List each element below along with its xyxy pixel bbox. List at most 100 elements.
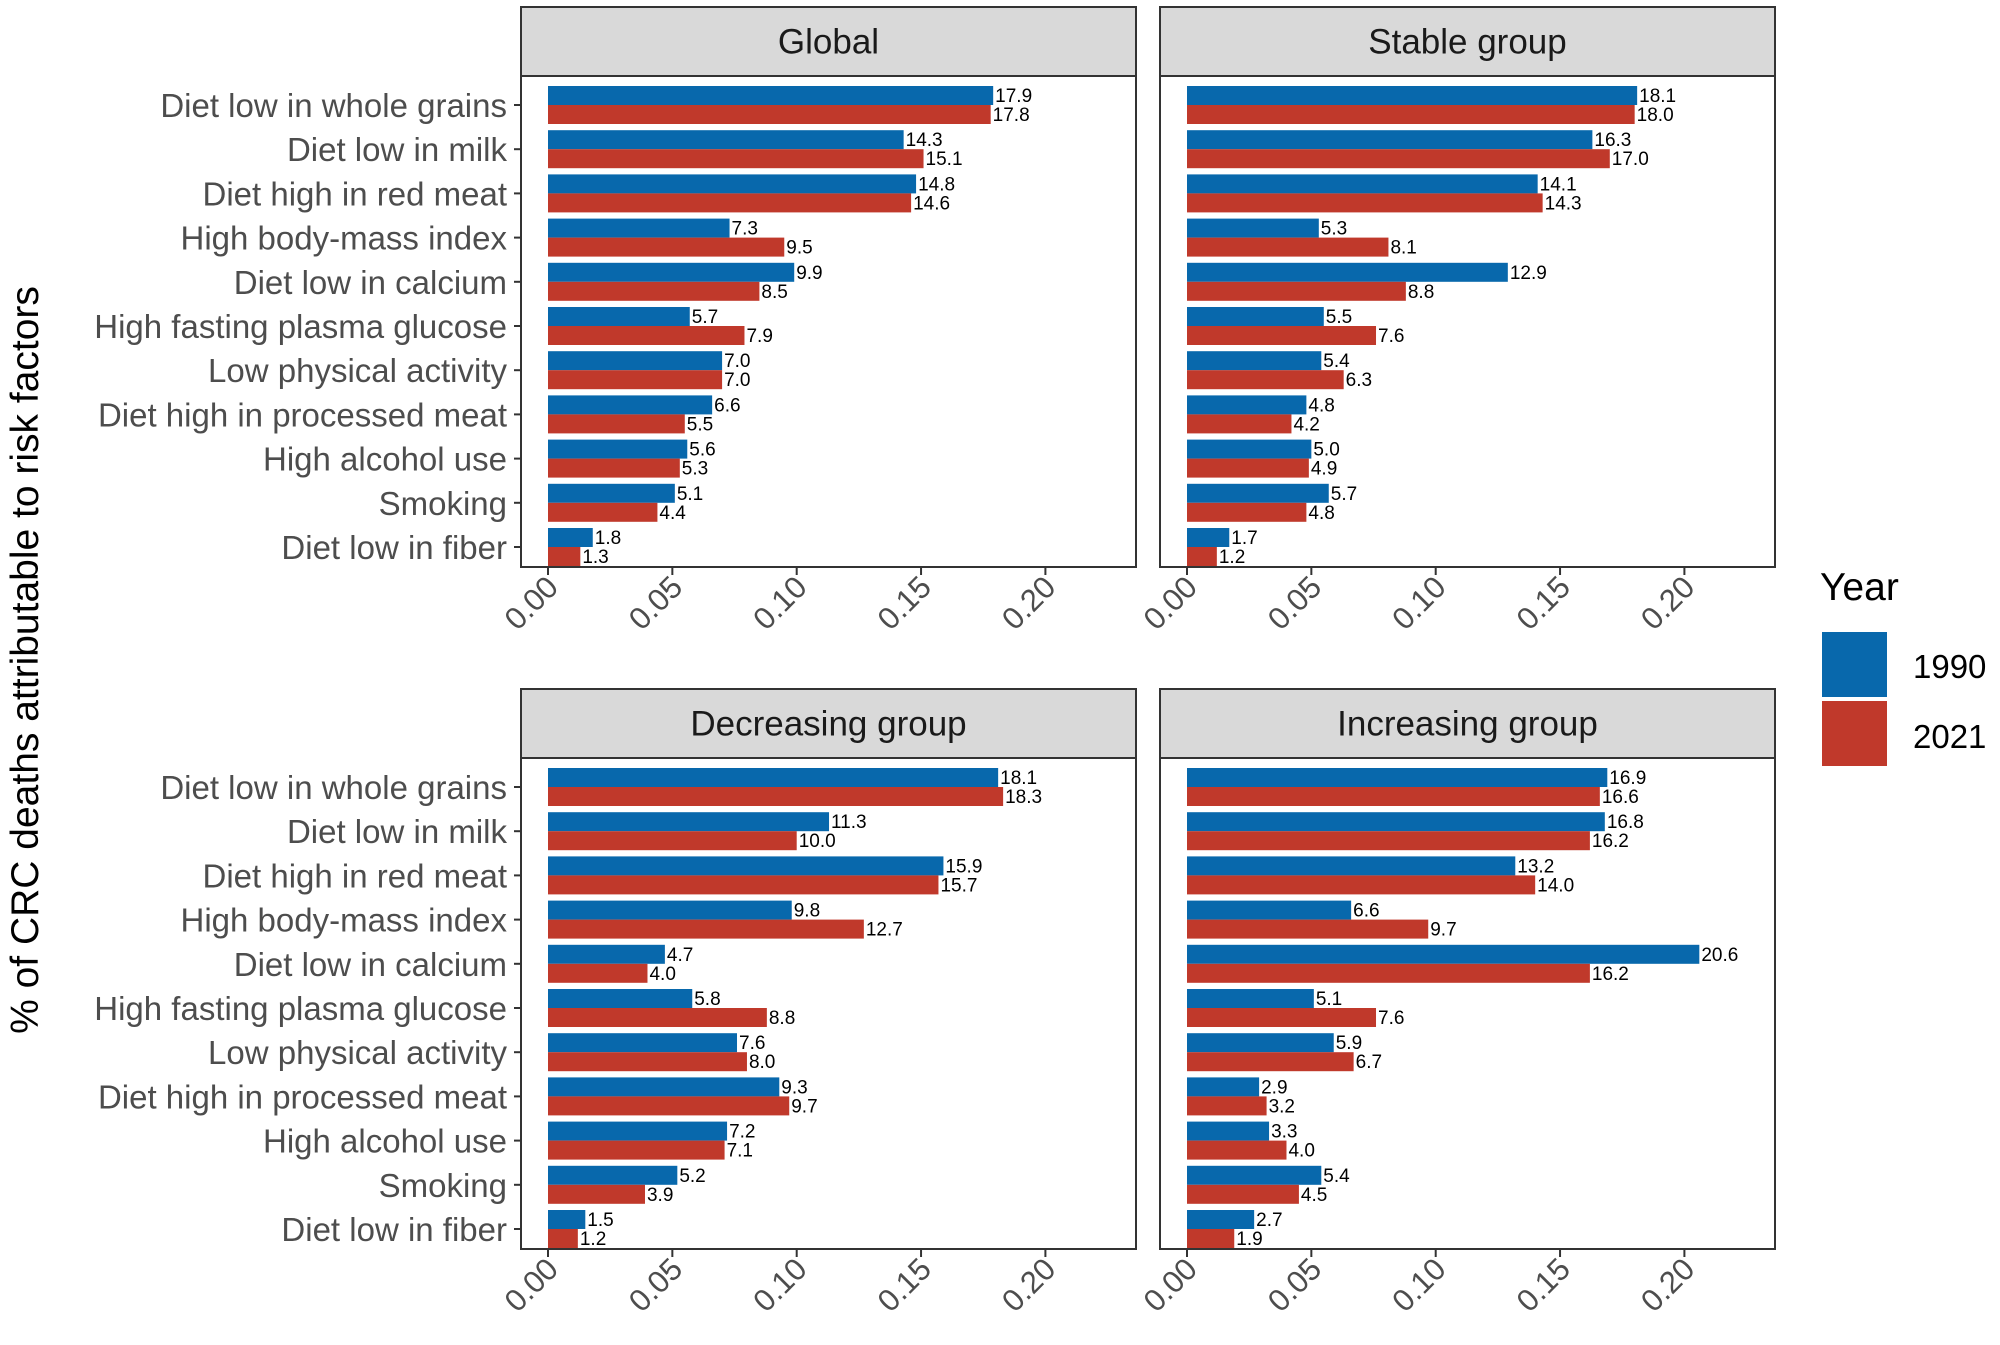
category-label: Diet low in calcium [234, 264, 507, 301]
data-label: 8.8 [769, 1008, 795, 1029]
bar-1990 [548, 528, 593, 547]
bar-2021 [1187, 787, 1600, 806]
data-label: 9.5 [786, 238, 812, 259]
bar-1990 [548, 1121, 728, 1141]
category-label: Smoking [379, 485, 507, 522]
data-label: 17.8 [993, 105, 1030, 126]
bar-2021 [548, 1184, 645, 1204]
facet-panel: Decreasing group 18.1 11.3 15.9 9.8 4.7 5.8 7.6… [94, 688, 1137, 1319]
data-label: 14.6 [913, 193, 950, 214]
bar-1990 [1187, 395, 1307, 415]
data-label: 7.3 [732, 219, 758, 240]
bar-1990 [548, 1165, 678, 1185]
data-label: 5.5 [687, 414, 713, 435]
data-label: 12.9 [1510, 263, 1547, 284]
bar-1990 [548, 812, 830, 832]
data-label: 4.7 [667, 945, 693, 966]
bar-1990 [1187, 439, 1312, 459]
bar-1990 [548, 130, 904, 150]
data-label: 13.2 [1517, 856, 1554, 877]
category-label: Smoking [379, 1167, 507, 1204]
facet-title: Stable group [1368, 23, 1566, 62]
x-tick-label: 0.20 [1634, 1251, 1701, 1318]
category-label: High body-mass index [181, 220, 508, 257]
data-label: 5.4 [1323, 351, 1350, 372]
x-tick-label: 0.00 [498, 1251, 565, 1318]
data-label: 5.0 [1313, 440, 1339, 461]
data-label: 18.1 [1000, 768, 1037, 789]
facet-title: Increasing group [1337, 705, 1598, 744]
bar-1990 [548, 1210, 586, 1229]
bar-2021 [548, 787, 1004, 806]
x-tick-label: 0.05 [1261, 569, 1328, 636]
data-label: 16.2 [1592, 831, 1629, 852]
bar-1990 [1187, 1121, 1270, 1141]
bar-1990 [548, 1033, 738, 1053]
bar-2021 [548, 237, 785, 257]
bar-2021 [548, 1140, 725, 1160]
bar-1990 [1187, 768, 1608, 787]
data-label: 16.6 [1602, 787, 1639, 808]
data-label: 4.2 [1293, 414, 1319, 435]
data-label: 15.7 [940, 875, 977, 896]
x-tick-label: 0.10 [1385, 1251, 1452, 1318]
data-label: 5.1 [677, 484, 703, 505]
data-label: 16.2 [1592, 964, 1629, 985]
bar-2021 [1187, 963, 1590, 983]
bar-2021 [548, 831, 797, 851]
bar-1990 [1187, 351, 1322, 371]
category-label: High fasting plasma glucose [94, 990, 507, 1027]
legend-key-1990 [1822, 632, 1887, 697]
x-tick-label: 0.10 [1385, 569, 1452, 636]
x-tick-label: 0.20 [995, 1251, 1062, 1318]
bar-2021 [548, 193, 912, 213]
data-label: 6.6 [1353, 901, 1379, 922]
data-label: 1.5 [587, 1210, 613, 1231]
data-label: 7.6 [1378, 326, 1404, 347]
data-label: 6.7 [1356, 1052, 1382, 1073]
data-label: 5.4 [1323, 1166, 1350, 1187]
data-label: 5.3 [682, 459, 708, 480]
category-label: Low physical activity [208, 352, 507, 389]
data-label: 16.3 [1594, 130, 1631, 151]
x-tick-label: 0.15 [1510, 1251, 1577, 1318]
category-label: Diet high in red meat [203, 175, 508, 212]
bar-1990 [1187, 989, 1314, 1008]
legend-title: Year [1820, 566, 1899, 609]
data-label: 4.8 [1308, 395, 1334, 416]
bar-1990 [548, 218, 730, 238]
data-label: 17.0 [1612, 149, 1649, 170]
bar-1990 [548, 174, 917, 194]
data-label: 9.7 [791, 1096, 817, 1117]
bar-1990 [1187, 174, 1538, 194]
bar-1990 [548, 768, 999, 787]
data-label: 1.9 [1236, 1229, 1262, 1250]
data-label: 11.3 [831, 812, 867, 833]
bar-2021 [548, 1008, 767, 1027]
bar-1990 [548, 944, 665, 964]
data-label: 1.2 [1219, 547, 1245, 568]
data-label: 20.6 [1701, 945, 1738, 966]
category-label: Diet low in whole grains [160, 87, 507, 124]
bar-2021 [1187, 193, 1543, 213]
category-label: Diet high in processed meat [98, 1078, 507, 1115]
data-label: 5.3 [1321, 219, 1347, 240]
bar-1990 [548, 86, 994, 105]
bar-2021 [548, 149, 924, 169]
category-label: Diet low in milk [287, 131, 508, 168]
data-label: 5.5 [1326, 307, 1352, 328]
bar-2021 [1187, 149, 1610, 169]
x-tick-label: 0.05 [1261, 1251, 1328, 1318]
bar-2021 [1187, 458, 1309, 478]
facet-strip [520, 6, 1137, 77]
bar-1990 [1187, 483, 1329, 503]
data-label: 1.8 [595, 528, 621, 549]
bar-2021 [548, 875, 939, 895]
data-label: 5.7 [692, 307, 718, 328]
bar-2021 [548, 919, 864, 939]
category-label: High body-mass index [181, 902, 508, 939]
category-label: Diet low in calcium [234, 946, 507, 983]
data-label: 18.0 [1637, 105, 1674, 126]
bar-2021 [548, 414, 685, 434]
bar-1990 [1187, 130, 1593, 150]
